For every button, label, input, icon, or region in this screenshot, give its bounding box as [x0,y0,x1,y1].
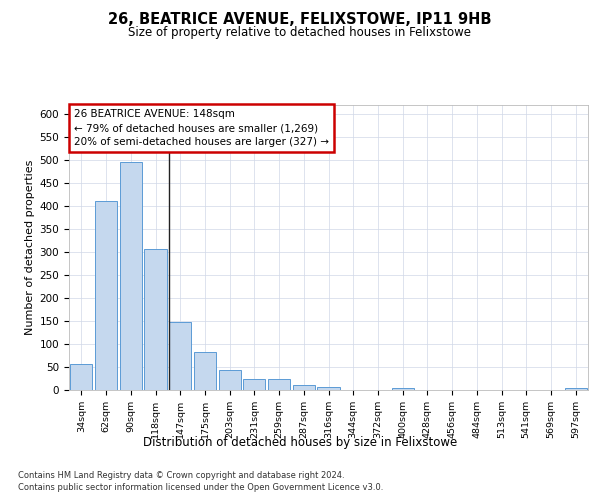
Bar [317,387,340,390]
Bar [95,200,117,390]
Bar [145,249,167,390]
Bar [392,388,414,390]
Text: Contains public sector information licensed under the Open Government Licence v3: Contains public sector information licen… [18,484,383,492]
Bar [218,370,241,390]
Bar [169,322,191,390]
Y-axis label: Number of detached properties: Number of detached properties [25,160,35,335]
Text: 26 BEATRICE AVENUE: 148sqm
← 79% of detached houses are smaller (1,269)
20% of s: 26 BEATRICE AVENUE: 148sqm ← 79% of deta… [74,110,329,148]
Bar [268,378,290,390]
Bar [565,388,587,390]
Text: Size of property relative to detached houses in Felixstowe: Size of property relative to detached ho… [128,26,472,39]
Text: Distribution of detached houses by size in Felixstowe: Distribution of detached houses by size … [143,436,457,449]
Bar [194,352,216,390]
Bar [243,378,265,390]
Bar [119,162,142,390]
Bar [293,386,315,390]
Text: 26, BEATRICE AVENUE, FELIXSTOWE, IP11 9HB: 26, BEATRICE AVENUE, FELIXSTOWE, IP11 9H… [108,12,492,28]
Text: Contains HM Land Registry data © Crown copyright and database right 2024.: Contains HM Land Registry data © Crown c… [18,471,344,480]
Bar [70,364,92,390]
